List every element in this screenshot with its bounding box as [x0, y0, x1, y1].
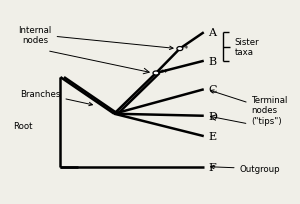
Text: B: B: [208, 57, 216, 67]
Text: F: F: [208, 162, 216, 172]
Text: Internal
nodes: Internal nodes: [18, 26, 173, 50]
Text: **: **: [160, 69, 168, 78]
Text: Outgroup: Outgroup: [211, 164, 280, 173]
Circle shape: [177, 47, 183, 51]
Text: Terminal
nodes
("tips"): Terminal nodes ("tips"): [210, 90, 288, 125]
Circle shape: [153, 72, 159, 76]
Text: Branches: Branches: [20, 89, 92, 106]
Text: D: D: [208, 111, 217, 121]
Text: A: A: [208, 28, 216, 38]
Text: Sister
taxa: Sister taxa: [235, 38, 259, 57]
Text: C: C: [208, 85, 217, 95]
Text: *: *: [183, 45, 188, 54]
Text: Root: Root: [13, 122, 32, 131]
Text: E: E: [208, 131, 216, 141]
